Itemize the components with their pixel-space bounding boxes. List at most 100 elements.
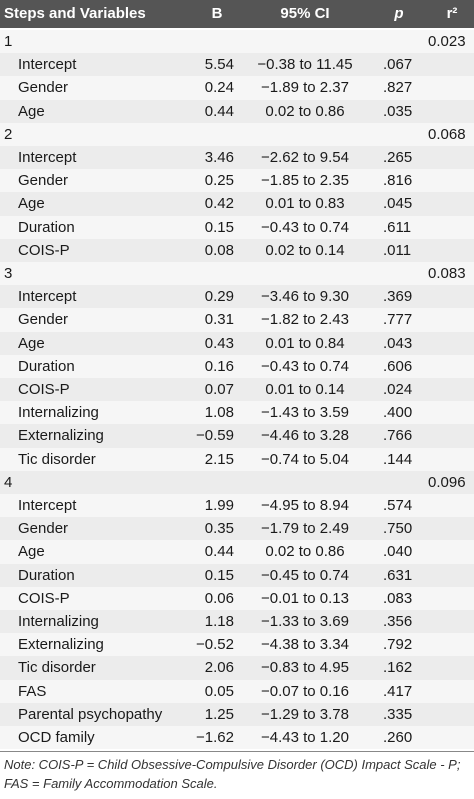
b-value: 2.15 — [204, 450, 234, 468]
b-value: 0.35 — [204, 520, 234, 538]
table-row: Internalizing 1.18 −1.33 to 3.69 .356 — [0, 610, 474, 634]
table-row: Duration 0.15 −0.45 to 0.74 .631 — [0, 563, 474, 587]
p-value: .265 — [383, 149, 413, 166]
table-row: Age 0.43 0.01 to 0.84 .043 — [0, 331, 474, 355]
p-value: .083 — [383, 589, 413, 607]
table-row: Gender 0.31 −1.82 to 2.43 .777 — [0, 308, 474, 332]
table-row: Tic disorder 2.06 −0.83 to 4.95 .162 — [0, 656, 474, 680]
b-value: 0.07 — [204, 381, 234, 398]
table-row: 2 0.068 — [0, 122, 474, 146]
table-row: COIS-P 0.06 −0.01 to 0.13 .083 — [0, 586, 474, 610]
variable-name: Parental psychopathy — [18, 705, 163, 723]
variable-name: OCD family — [18, 729, 95, 746]
ci-value: −0.43 to 0.74 — [261, 357, 349, 375]
b-value: 0.24 — [204, 79, 234, 97]
p-value: .777 — [383, 311, 413, 329]
p-value: .606 — [383, 357, 413, 375]
table-row: 1 0.023 — [0, 30, 474, 54]
table-row: Intercept 3.46 −2.62 to 9.54 .265 — [0, 146, 474, 170]
ci-value: −4.38 to 3.34 — [261, 636, 349, 654]
table-row: Intercept 5.54 −0.38 to 11.45 .067 — [0, 53, 474, 77]
variable-name: Gender — [18, 79, 69, 97]
ci-value: −1.29 to 3.78 — [261, 705, 349, 723]
table-row: Duration 0.16 −0.43 to 0.74 .606 — [0, 354, 474, 378]
p-value: .792 — [383, 636, 413, 654]
ci-value: 0.01 to 0.84 — [265, 334, 345, 352]
r2-value: 0.023 — [428, 33, 466, 50]
variable-name: Intercept — [18, 288, 77, 306]
p-value: .400 — [383, 404, 413, 422]
p-value: .631 — [383, 566, 413, 584]
b-value: 2.06 — [204, 659, 234, 677]
table-row: Externalizing −0.59 −4.46 to 3.28 .766 — [0, 424, 474, 448]
b-value: 0.25 — [204, 172, 234, 190]
b-value: 0.05 — [204, 682, 234, 700]
table-row: Externalizing −0.52 −4.38 to 3.34 .792 — [0, 633, 474, 657]
variable-name: COIS-P — [18, 381, 70, 398]
p-value: .816 — [383, 172, 413, 190]
b-value: −1.62 — [196, 729, 234, 746]
p-value: .067 — [383, 56, 413, 74]
p-value: .011 — [383, 241, 412, 259]
p-value: .043 — [383, 334, 413, 352]
p-value: .750 — [383, 520, 413, 538]
variable-name: Intercept — [18, 497, 77, 514]
ci-value: −3.46 to 9.30 — [261, 288, 349, 306]
variable-name: Age — [18, 334, 45, 352]
b-value: 0.43 — [204, 334, 234, 352]
variable-name: Externalizing — [18, 427, 104, 445]
b-value: −0.52 — [196, 636, 234, 654]
table-row: Gender 0.35 −1.79 to 2.49 .750 — [0, 517, 474, 541]
table-row: Intercept 0.29 −3.46 to 9.30 .369 — [0, 285, 474, 309]
ci-value: −2.62 to 9.54 — [261, 149, 349, 166]
table-row: Intercept 1.99 −4.95 to 8.94 .574 — [0, 494, 474, 518]
p-value: .827 — [383, 79, 413, 97]
ci-value: −0.45 to 0.74 — [261, 566, 349, 584]
variable-name: Tic disorder — [18, 659, 96, 677]
step-label: 1 — [4, 33, 13, 50]
table-row: Age 0.44 0.02 to 0.86 .035 — [0, 99, 474, 123]
ci-value: −0.07 to 0.16 — [261, 682, 349, 700]
table-row: COIS-P 0.08 0.02 to 0.14 .011 — [0, 238, 474, 262]
p-value: .335 — [383, 705, 413, 723]
table-row: Gender 0.24 −1.89 to 2.37 .827 — [0, 76, 474, 100]
table-row: OCD family −1.62 −4.43 to 1.20 .260 — [0, 726, 474, 750]
p-value: .024 — [383, 381, 413, 398]
note-text: Note: COIS-P = Child Obsessive-Compulsiv… — [4, 757, 461, 773]
variable-name: Gender — [18, 520, 69, 538]
p-value: .040 — [383, 543, 413, 561]
b-value: 0.44 — [204, 102, 234, 120]
ci-value: −1.89 to 2.37 — [261, 79, 349, 97]
table-row: Gender 0.25 −1.85 to 2.35 .816 — [0, 169, 474, 193]
p-value: .162 — [383, 659, 413, 677]
p-value: .045 — [383, 195, 413, 213]
p-value: .611 — [383, 218, 412, 236]
b-value: 0.06 — [204, 589, 234, 607]
b-value: 1.18 — [204, 613, 234, 630]
r2-value: 0.068 — [428, 125, 466, 143]
b-value: −0.59 — [196, 427, 234, 445]
table-row: 4 0.096 — [0, 470, 474, 494]
variable-name: Gender — [18, 172, 69, 190]
ci-value: −4.95 to 8.94 — [261, 497, 349, 514]
variable-name: Gender — [18, 311, 69, 329]
step-label: 3 — [4, 265, 13, 282]
table-row: FAS 0.05 −0.07 to 0.16 .417 — [0, 679, 474, 703]
table-row: COIS-P 0.07 0.01 to 0.14 .024 — [0, 378, 474, 402]
b-value: 1.25 — [204, 705, 234, 723]
ci-value: −0.74 to 5.04 — [261, 450, 349, 468]
b-value: 0.29 — [204, 288, 234, 306]
ci-value: −4.43 to 1.20 — [261, 729, 349, 746]
p-value: .766 — [383, 427, 413, 445]
ci-value: −0.43 to 0.74 — [261, 218, 349, 236]
b-value: 0.31 — [204, 311, 234, 329]
variable-name: COIS-P — [18, 589, 70, 607]
variable-name: Duration — [18, 218, 75, 236]
rule — [0, 751, 474, 753]
b-value: 1.08 — [204, 404, 234, 422]
b-value: 5.54 — [204, 56, 234, 74]
table-row: Age 0.44 0.02 to 0.86 .040 — [0, 540, 474, 564]
b-value: 0.15 — [204, 566, 234, 584]
table-row: Parental psychopathy 1.25 −1.29 to 3.78 .33… — [0, 702, 474, 726]
b-value: 3.46 — [204, 149, 234, 166]
